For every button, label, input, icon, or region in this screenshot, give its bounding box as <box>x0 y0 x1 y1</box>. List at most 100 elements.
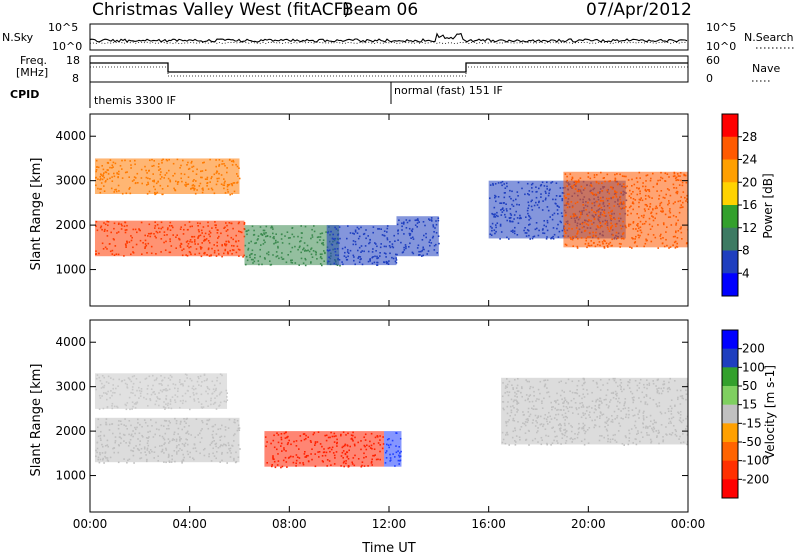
range-cell <box>110 187 113 190</box>
range-cell <box>132 392 134 394</box>
range-cell <box>160 424 163 427</box>
range-cell <box>648 223 651 226</box>
range-cell <box>175 236 177 238</box>
range-cell <box>519 428 521 431</box>
range-cell <box>652 208 654 211</box>
range-cell <box>246 259 249 262</box>
range-cell <box>382 443 385 445</box>
range-cell <box>314 465 317 468</box>
range-cell <box>364 245 367 247</box>
range-cell <box>577 428 580 430</box>
range-cell <box>430 242 433 244</box>
range-cell <box>322 244 325 246</box>
range-cell <box>154 191 156 194</box>
range-cell <box>546 391 548 394</box>
range-cell <box>128 377 130 380</box>
range-cell <box>191 184 194 187</box>
range-cell <box>664 180 667 182</box>
range-cell <box>144 246 147 248</box>
range-cell <box>605 403 608 406</box>
range-cell <box>674 380 676 382</box>
range-cell <box>551 214 554 216</box>
range-cell <box>595 400 597 403</box>
range-cell <box>649 228 652 230</box>
range-cell <box>235 163 237 166</box>
range-cell <box>139 457 141 460</box>
range-cell <box>216 451 218 453</box>
range-cell <box>120 228 123 230</box>
range-cell <box>184 392 187 395</box>
range-cell <box>221 453 223 455</box>
range-cell <box>636 384 639 387</box>
range-cell <box>198 384 200 386</box>
range-cell <box>263 229 266 232</box>
range-cell <box>259 226 262 228</box>
range-cell <box>674 175 676 177</box>
range-cell <box>517 390 520 392</box>
range-cell <box>207 221 209 224</box>
range-cell <box>363 436 365 438</box>
range-cell <box>102 457 104 460</box>
range-cell <box>509 189 511 192</box>
range-cell <box>638 198 641 201</box>
colorbar-tick-label: 16 <box>742 198 757 212</box>
range-cell <box>367 465 369 467</box>
range-cell <box>559 409 562 411</box>
range-cell <box>369 241 371 244</box>
range-cell <box>144 165 146 168</box>
range-cell <box>674 177 677 180</box>
range-cell <box>593 426 595 429</box>
range-cell <box>563 434 566 437</box>
range-cell <box>638 216 640 219</box>
range-cell <box>516 403 518 405</box>
range-cell <box>679 417 682 419</box>
range-cell <box>585 209 587 211</box>
range-cell <box>564 424 566 427</box>
range-cell <box>231 183 233 186</box>
range-cell <box>126 461 128 464</box>
range-cell <box>358 235 361 238</box>
range-cell <box>211 425 214 428</box>
range-cell <box>223 400 226 403</box>
range-cell <box>193 458 195 461</box>
range-cell <box>111 402 114 405</box>
range-cell <box>652 216 654 218</box>
range-cell <box>503 196 506 199</box>
range-cell <box>576 436 579 439</box>
range-cell <box>675 231 677 234</box>
range-cell <box>531 407 533 410</box>
region-fill <box>244 225 340 266</box>
range-cell <box>385 260 388 263</box>
range-cell <box>608 192 610 195</box>
range-cell <box>273 446 276 449</box>
range-cell <box>590 244 593 247</box>
range-cell <box>677 179 680 181</box>
noise-tick-low-right: 10^0 <box>706 40 736 53</box>
range-cell <box>140 177 143 179</box>
range-cell <box>161 162 163 164</box>
range-cell <box>505 420 507 423</box>
range-cell <box>516 390 519 392</box>
range-cell <box>221 424 223 427</box>
range-cell <box>525 235 528 237</box>
range-cell <box>225 230 228 232</box>
range-cell <box>562 402 564 404</box>
range-cell <box>181 180 183 183</box>
range-cell <box>495 230 497 233</box>
range-cell <box>658 442 660 445</box>
range-cell <box>175 446 178 449</box>
range-cell <box>656 405 659 408</box>
range-cell <box>683 173 685 176</box>
range-cell <box>280 466 282 469</box>
range-cell <box>219 445 221 448</box>
range-cell <box>606 430 609 432</box>
range-cell <box>333 432 336 435</box>
range-cell <box>607 211 610 214</box>
range-cell <box>645 220 647 223</box>
range-cell <box>605 416 608 419</box>
range-cell <box>373 261 376 264</box>
range-cell <box>157 180 159 183</box>
range-cell <box>544 384 546 387</box>
range-cell <box>138 386 140 389</box>
